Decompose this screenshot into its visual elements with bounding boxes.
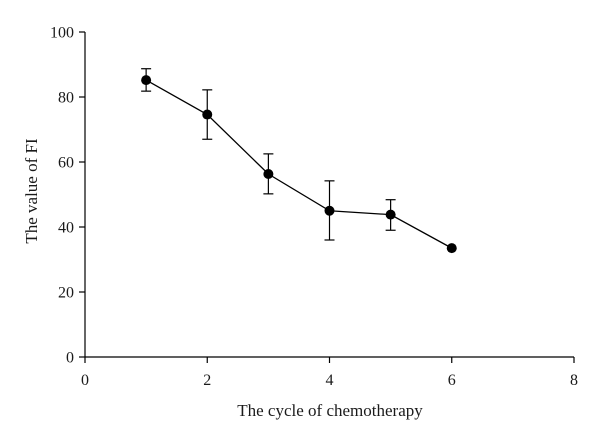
series-line bbox=[145, 79, 453, 249]
y-tick-label: 100 bbox=[50, 25, 74, 42]
data-point bbox=[446, 243, 457, 254]
x-tick-label: 6 bbox=[448, 372, 456, 389]
x-tick-label: 4 bbox=[326, 372, 334, 389]
data-points bbox=[141, 75, 457, 254]
data-point bbox=[141, 75, 152, 86]
y-tick-label: 40 bbox=[58, 220, 74, 237]
data-point bbox=[263, 169, 274, 180]
data-point bbox=[202, 109, 213, 120]
y-tick-label: 80 bbox=[58, 90, 74, 107]
ticks bbox=[79, 31, 575, 363]
x-tick-label: 8 bbox=[570, 372, 578, 389]
x-tick-label: 2 bbox=[203, 372, 211, 389]
y-tick-label: 20 bbox=[58, 285, 74, 302]
y-tick-label: 0 bbox=[66, 350, 74, 367]
data-point bbox=[385, 209, 396, 220]
error-bars bbox=[141, 68, 396, 241]
y-tick-label: 60 bbox=[58, 155, 74, 172]
y-axis-title: The value of FI bbox=[22, 138, 41, 244]
x-tick-label: 0 bbox=[81, 372, 89, 389]
x-axis-title: The cycle of chemotherapy bbox=[237, 401, 423, 420]
data-point bbox=[324, 205, 335, 216]
series bbox=[145, 79, 453, 249]
